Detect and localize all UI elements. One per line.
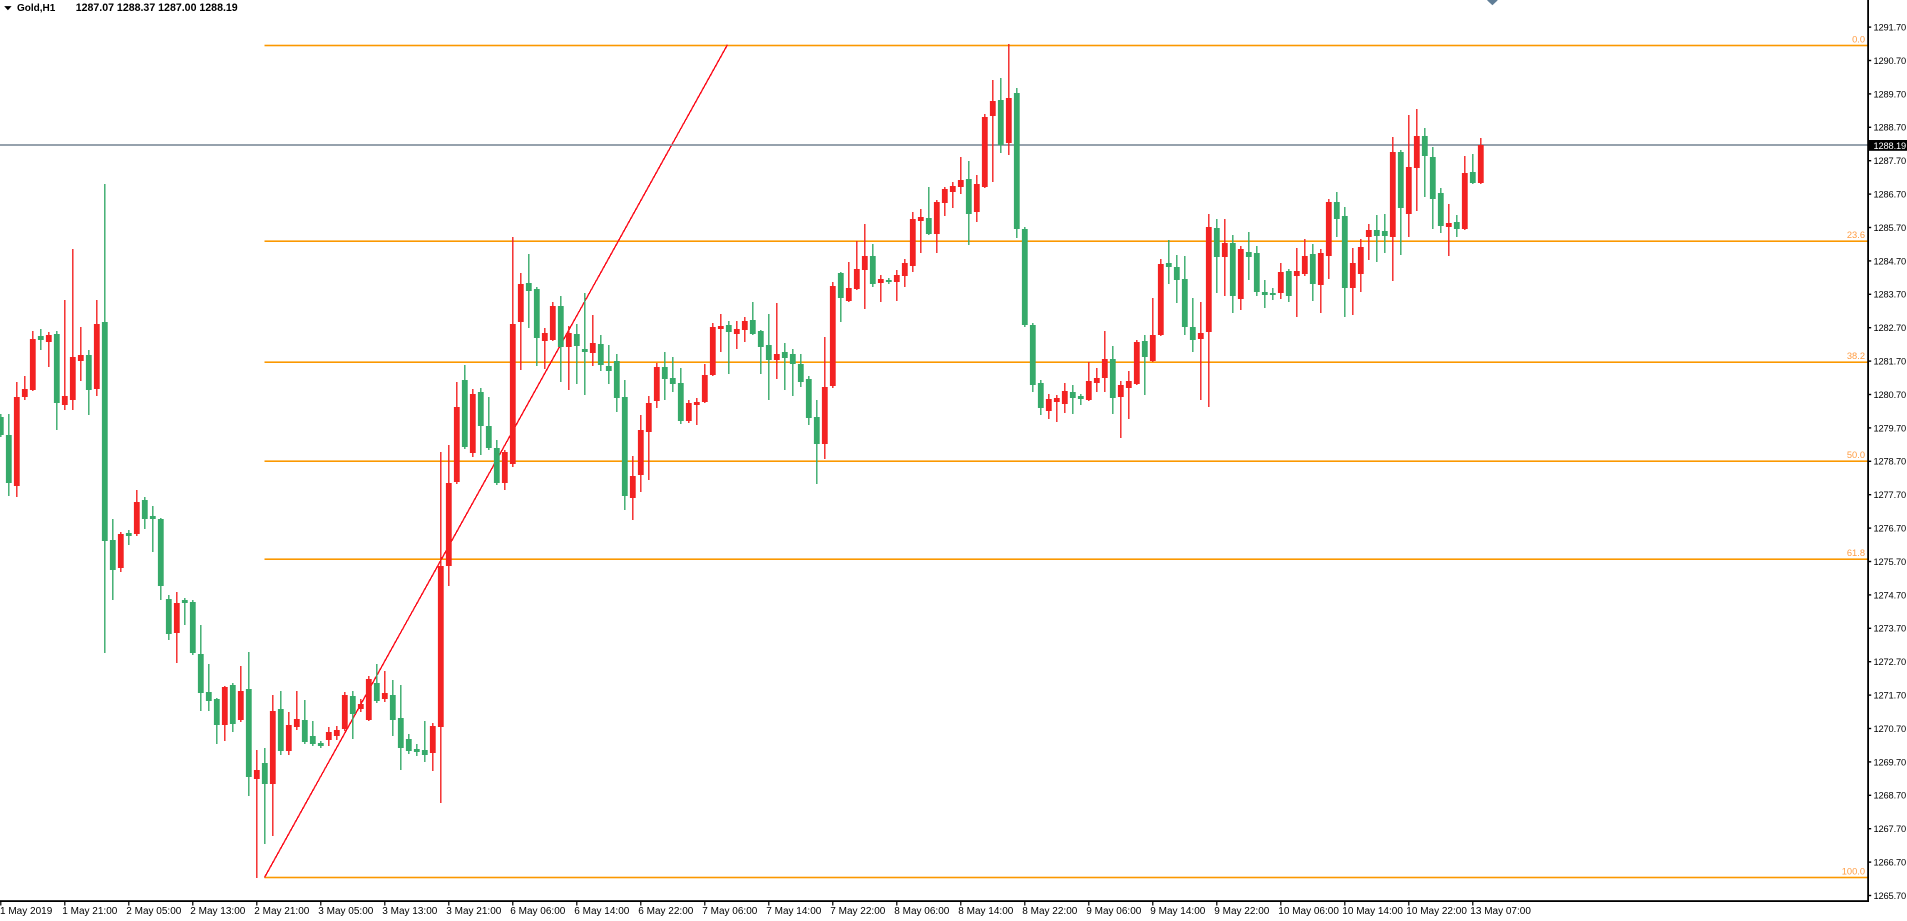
svg-text:1281.70: 1281.70 [1874, 357, 1907, 367]
svg-text:Gold,H1: Gold,H1 [17, 3, 56, 14]
svg-text:7 May 06:00: 7 May 06:00 [702, 906, 757, 917]
svg-text:1282.70: 1282.70 [1874, 323, 1907, 333]
svg-text:100.0: 100.0 [1842, 867, 1865, 877]
svg-text:1279.70: 1279.70 [1874, 423, 1907, 433]
svg-text:2 May 13:00: 2 May 13:00 [190, 906, 245, 917]
svg-text:1277.70: 1277.70 [1874, 490, 1907, 500]
svg-text:1284.70: 1284.70 [1874, 256, 1907, 266]
svg-text:3 May 21:00: 3 May 21:00 [446, 906, 501, 917]
svg-text:1269.70: 1269.70 [1874, 757, 1907, 767]
svg-text:1266.70: 1266.70 [1874, 858, 1907, 868]
svg-text:61.8: 61.8 [1847, 548, 1865, 558]
svg-text:1270.70: 1270.70 [1874, 724, 1907, 734]
svg-text:6 May 06:00: 6 May 06:00 [510, 906, 565, 917]
svg-text:1290.70: 1290.70 [1874, 56, 1907, 66]
svg-text:1265.70: 1265.70 [1874, 891, 1907, 901]
svg-text:10 May 22:00: 10 May 22:00 [1406, 906, 1467, 917]
svg-text:3 May 13:00: 3 May 13:00 [382, 906, 437, 917]
svg-text:7 May 22:00: 7 May 22:00 [830, 906, 885, 917]
svg-text:1285.70: 1285.70 [1874, 223, 1907, 233]
svg-text:50.0: 50.0 [1847, 450, 1865, 460]
svg-text:0.0: 0.0 [1852, 35, 1865, 45]
svg-text:6 May 14:00: 6 May 14:00 [574, 906, 629, 917]
svg-text:9 May 22:00: 9 May 22:00 [1214, 906, 1269, 917]
svg-text:8 May 14:00: 8 May 14:00 [958, 906, 1013, 917]
svg-text:1271.70: 1271.70 [1874, 691, 1907, 701]
svg-text:10 May 14:00: 10 May 14:00 [1342, 906, 1403, 917]
svg-text:1280.70: 1280.70 [1874, 390, 1907, 400]
svg-text:2 May 21:00: 2 May 21:00 [254, 906, 309, 917]
svg-text:3 May 05:00: 3 May 05:00 [318, 906, 373, 917]
svg-text:2 May 05:00: 2 May 05:00 [126, 906, 181, 917]
svg-text:1267.70: 1267.70 [1874, 824, 1907, 834]
svg-text:8 May 06:00: 8 May 06:00 [894, 906, 949, 917]
svg-text:1291.70: 1291.70 [1874, 23, 1907, 33]
svg-text:23.6: 23.6 [1847, 230, 1865, 240]
svg-text:1287.70: 1287.70 [1874, 156, 1907, 166]
svg-text:8 May 22:00: 8 May 22:00 [1022, 906, 1077, 917]
svg-text:1 May 21:00: 1 May 21:00 [62, 906, 117, 917]
svg-text:1273.70: 1273.70 [1874, 624, 1907, 634]
svg-text:1275.70: 1275.70 [1874, 557, 1907, 567]
svg-text:38.2: 38.2 [1847, 351, 1865, 361]
svg-text:1278.70: 1278.70 [1874, 457, 1907, 467]
svg-text:1286.70: 1286.70 [1874, 190, 1907, 200]
svg-text:10 May 06:00: 10 May 06:00 [1278, 906, 1339, 917]
svg-text:9 May 06:00: 9 May 06:00 [1086, 906, 1141, 917]
svg-text:1 May 2019: 1 May 2019 [0, 906, 53, 917]
svg-text:1268.70: 1268.70 [1874, 791, 1907, 801]
svg-text:1274.70: 1274.70 [1874, 590, 1907, 600]
svg-text:1288.19: 1288.19 [1874, 141, 1907, 151]
svg-text:1272.70: 1272.70 [1874, 657, 1907, 667]
svg-text:1283.70: 1283.70 [1874, 290, 1907, 300]
svg-text:1276.70: 1276.70 [1874, 524, 1907, 534]
svg-text:13 May 07:00: 13 May 07:00 [1470, 906, 1531, 917]
svg-text:7 May 14:00: 7 May 14:00 [766, 906, 821, 917]
svg-text:9 May 14:00: 9 May 14:00 [1150, 906, 1205, 917]
svg-text:1288.70: 1288.70 [1874, 123, 1907, 133]
svg-text:1287.07 1288.37 1287.00 1288.1: 1287.07 1288.37 1287.00 1288.19 [76, 2, 238, 14]
svg-text:6 May 22:00: 6 May 22:00 [638, 906, 693, 917]
svg-text:1289.70: 1289.70 [1874, 89, 1907, 99]
